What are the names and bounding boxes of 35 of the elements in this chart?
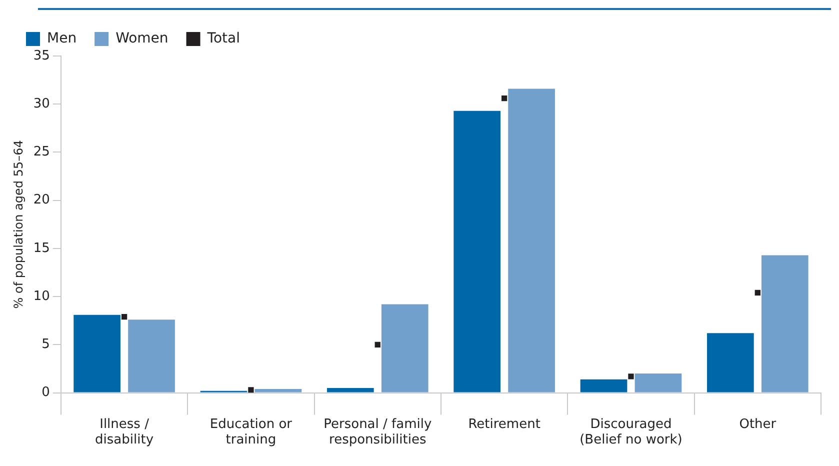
y-tick-label: 5 <box>42 337 50 352</box>
y-tick-label: 15 <box>33 240 50 256</box>
bar <box>74 314 120 392</box>
legend-label: Men <box>47 30 77 47</box>
point <box>374 342 380 348</box>
legend-label: Women <box>116 30 168 47</box>
x-tick-label: Illness / disability <box>95 416 154 448</box>
y-tick-label: 35 <box>33 48 50 64</box>
bar <box>580 379 628 392</box>
x-tick-label: Other <box>739 416 777 432</box>
legend-label: Total <box>206 30 240 47</box>
bar <box>634 374 682 392</box>
y-tick-label: 25 <box>33 144 50 160</box>
x-tick-label: Retirement <box>468 416 540 432</box>
bar <box>128 320 175 392</box>
y-tick-label: 20 <box>33 192 50 208</box>
y-tick-label: 0 <box>42 385 50 400</box>
y-tick-label: 10 <box>33 288 50 304</box>
point <box>248 387 254 393</box>
point <box>121 314 128 320</box>
y-axis-title: % of population aged 55–64 <box>11 140 26 309</box>
bar <box>761 255 808 392</box>
y-tick-label: 30 <box>33 96 50 112</box>
bar <box>454 110 500 392</box>
x-tick-label: Personal / family responsibilities <box>324 416 432 448</box>
x-tick-label: Discouraged (Belief no work) <box>580 416 682 448</box>
bar <box>254 388 302 392</box>
bar <box>326 388 374 392</box>
x-tick-label: Education or training <box>210 416 293 448</box>
bar <box>381 304 428 392</box>
point <box>501 96 508 102</box>
point <box>754 290 760 296</box>
bar <box>707 333 754 392</box>
point <box>628 374 634 380</box>
bar <box>508 88 555 392</box>
